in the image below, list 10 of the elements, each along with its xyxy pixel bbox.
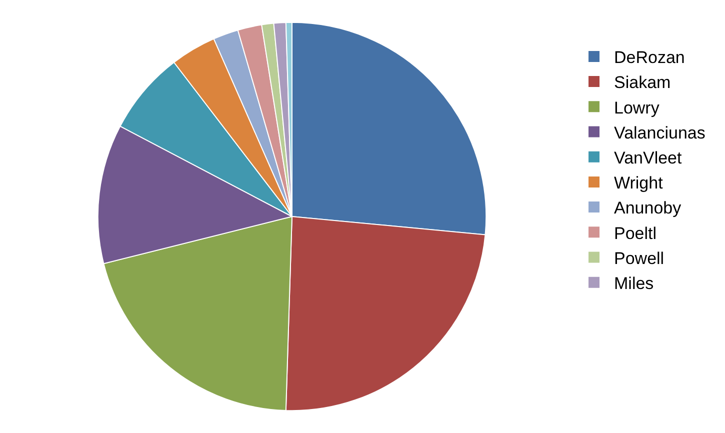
legend-label: Lowry xyxy=(614,98,660,118)
legend-label: Valanciunas xyxy=(614,123,706,142)
legend-label: Powell xyxy=(614,248,664,268)
legend-label: DeRozan xyxy=(614,48,685,68)
legend-label: Siakam xyxy=(614,73,671,92)
legend-label: Wright xyxy=(614,174,664,193)
legend-label: Poeltl xyxy=(614,224,657,243)
legend-label: VanVleet xyxy=(614,148,682,168)
legend-label: Miles xyxy=(614,274,654,293)
legend-label: Anunoby xyxy=(614,198,682,218)
